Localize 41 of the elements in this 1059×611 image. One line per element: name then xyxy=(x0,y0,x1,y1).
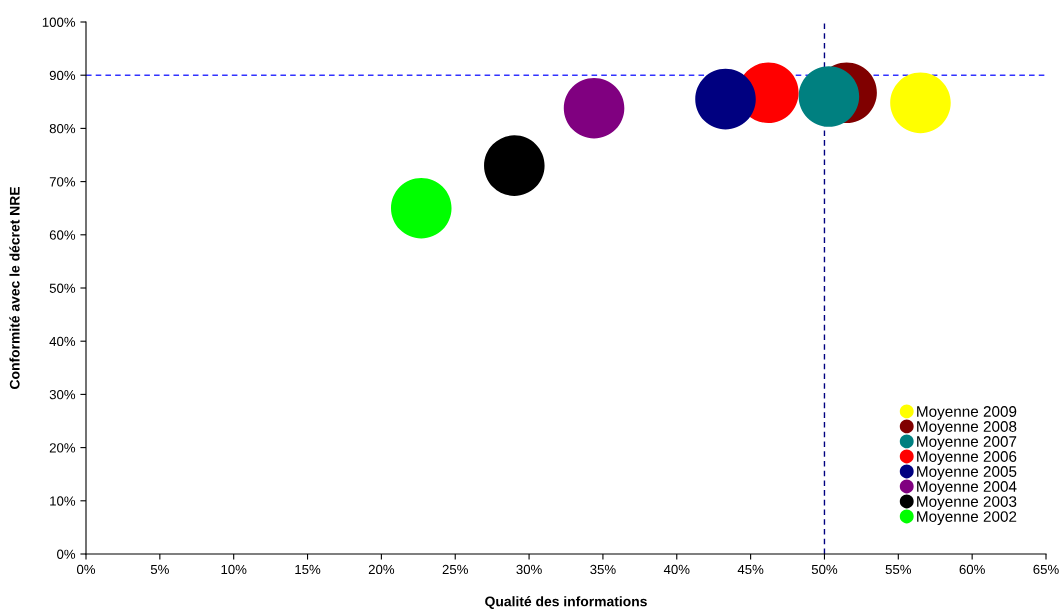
y-tick-label: 70% xyxy=(49,177,76,187)
x-tick-label: 55% xyxy=(885,564,912,575)
legend-label: Moyenne 2006 xyxy=(917,451,1017,465)
legend-label: Moyenne 2002 xyxy=(917,511,1017,525)
x-tick-label: 35% xyxy=(590,564,616,575)
y-tick-label: 40% xyxy=(49,336,76,347)
y-tick-label: 30% xyxy=(49,389,76,400)
x-tick-label: 40% xyxy=(663,564,690,575)
x-tick-label: 60% xyxy=(959,564,985,575)
legend-label: Moyenne 2009 xyxy=(917,406,1017,420)
y-tick-label: 80% xyxy=(49,123,76,134)
x-tick-label: 50% xyxy=(811,564,838,575)
x-tick-label: 25% xyxy=(442,564,468,575)
legend-label: Moyenne 2007 xyxy=(917,436,1017,450)
x-tick-label: 10% xyxy=(221,564,247,575)
y-tick-label: 20% xyxy=(49,443,76,453)
point xyxy=(563,77,625,139)
point xyxy=(695,68,756,130)
x-tick-label: 30% xyxy=(516,564,542,575)
y-tick-label: 0% xyxy=(57,549,76,559)
legend-label: Moyenne 2003 xyxy=(917,496,1017,510)
x-tick-label: 5% xyxy=(150,564,169,575)
x-tick-label: 15% xyxy=(295,564,321,575)
x-axis-title: Qualité des informations xyxy=(485,596,647,609)
y-axis-title: Conformité avec le décret NRE xyxy=(9,187,20,389)
point xyxy=(890,72,951,134)
legend-label: Moyenne 2005 xyxy=(917,466,1017,480)
x-tick-label: 20% xyxy=(368,564,395,575)
legend-label: Moyenne 2004 xyxy=(917,481,1017,495)
y-tick-label: 90% xyxy=(49,70,76,81)
x-tick-label: 65% xyxy=(1033,564,1059,575)
x-tick-label: 0% xyxy=(76,564,96,575)
legend-label: Moyenne 2008 xyxy=(917,421,1017,435)
x-tick-label: 45% xyxy=(737,564,764,575)
point xyxy=(484,135,545,196)
y-tick-label: 60% xyxy=(49,230,76,240)
y-tick-label: 10% xyxy=(50,496,76,506)
y-tick-label: 100% xyxy=(42,17,76,27)
point xyxy=(798,66,860,127)
y-tick-label: 50% xyxy=(49,283,76,293)
point xyxy=(390,177,452,239)
